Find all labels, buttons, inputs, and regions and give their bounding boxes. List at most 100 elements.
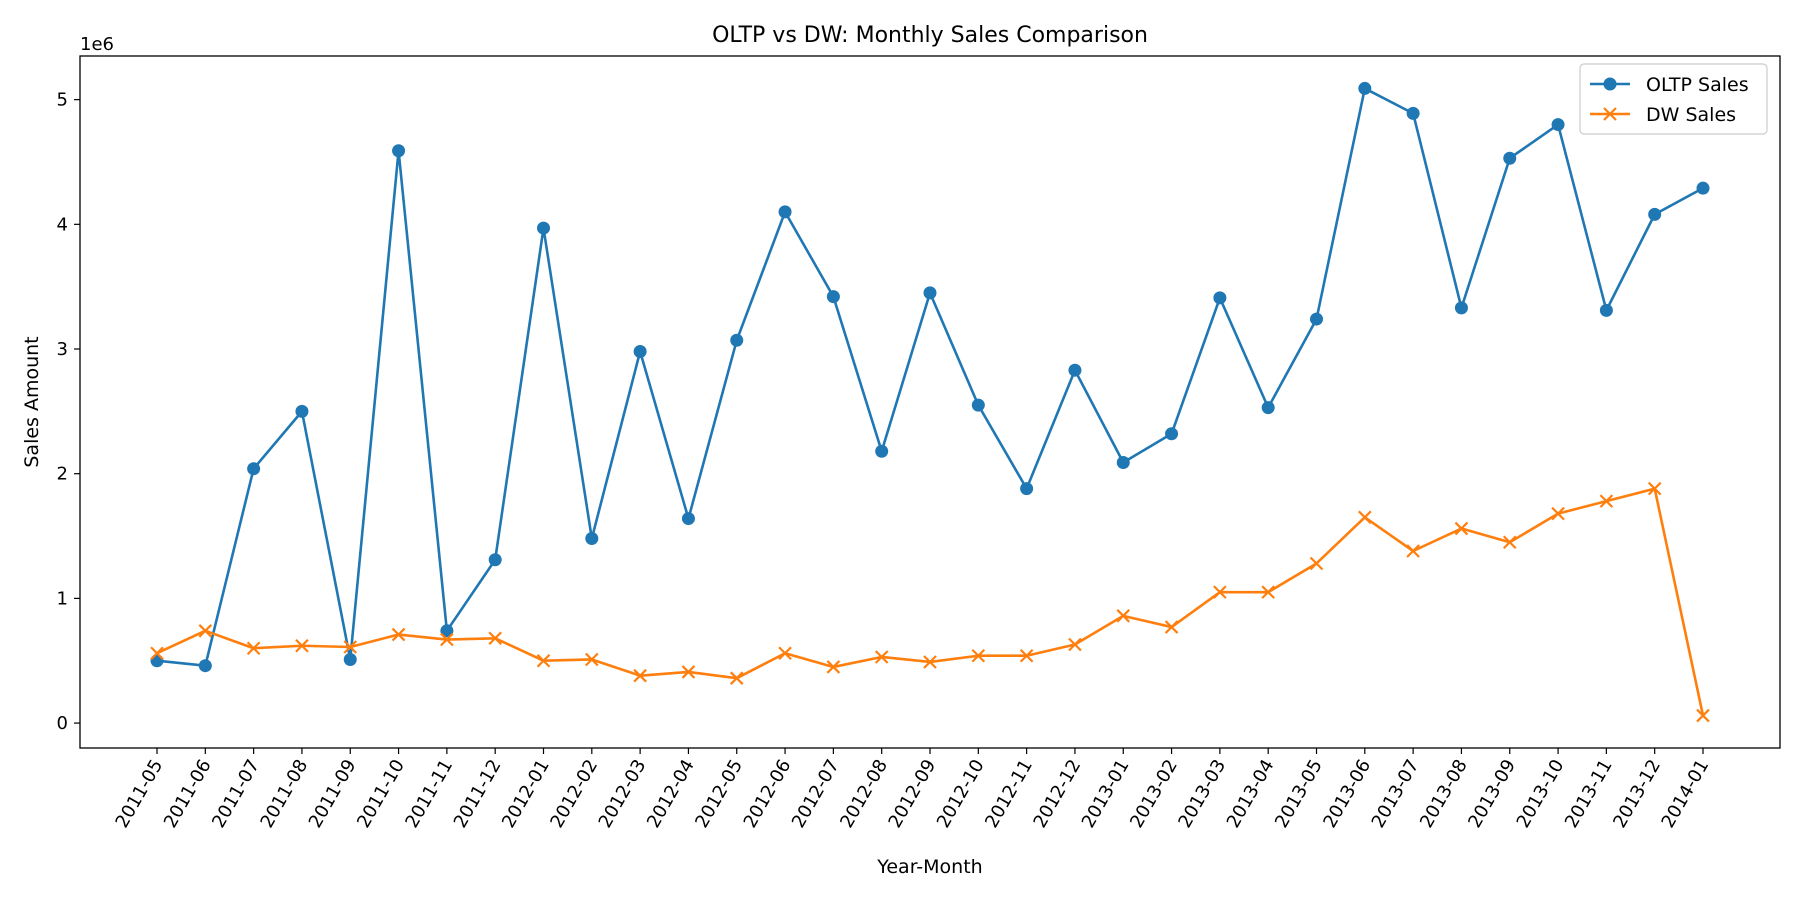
- data-point: [536, 653, 551, 668]
- data-point: [730, 333, 744, 347]
- x-tick-label: 2013-02: [1126, 756, 1182, 832]
- data-point: [1406, 106, 1420, 120]
- data-point: [1019, 648, 1034, 663]
- x-axis-ticks: 2011-052011-062011-072011-082011-092011-…: [112, 748, 1714, 832]
- data-point: [150, 646, 164, 661]
- data-point: [826, 290, 840, 304]
- data-point: [440, 624, 454, 638]
- y-tick-label: 3: [57, 339, 68, 360]
- x-tick-label: 2013-08: [1416, 756, 1472, 832]
- x-tick-label: 2011-09: [305, 756, 361, 832]
- data-point: [729, 671, 744, 685]
- y-tick-label: 4: [57, 214, 68, 235]
- data-point: [1696, 181, 1710, 195]
- series-line: [156, 87, 1704, 668]
- x-tick-label: 2013-06: [1319, 756, 1375, 832]
- x-tick-label: 2013-05: [1271, 756, 1327, 832]
- data-point: [585, 652, 599, 667]
- data-point: [1116, 609, 1131, 623]
- data-point: [1068, 637, 1082, 652]
- data-point: [1551, 506, 1565, 521]
- series-layer: [150, 81, 1710, 723]
- data-point: [1020, 482, 1034, 496]
- x-tick-label: 2012-02: [546, 756, 602, 832]
- y-axis-offset-label: 1e6: [80, 34, 114, 55]
- data-point: [874, 650, 889, 664]
- chart-title: OLTP vs DW: Monthly Sales Comparison: [712, 23, 1148, 48]
- data-point: [198, 624, 213, 638]
- data-point: [1599, 303, 1613, 317]
- data-point: [1551, 118, 1565, 132]
- legend: OLTP Sales DW Sales: [1579, 63, 1768, 135]
- series-dw-sales: [150, 481, 1710, 723]
- data-point: [633, 345, 647, 359]
- x-tick-label: 2011-07: [208, 756, 264, 832]
- x-tick-label: 2011-12: [450, 756, 506, 832]
- data-point: [1310, 312, 1323, 326]
- series-line: [156, 487, 1705, 716]
- x-tick-label: 2012-04: [643, 756, 699, 832]
- data-point: [488, 553, 502, 567]
- data-point: [1454, 301, 1468, 315]
- data-point: [826, 660, 841, 674]
- legend-label: OLTP Sales: [1646, 74, 1749, 96]
- data-point: [971, 398, 985, 412]
- data-point: [1503, 151, 1517, 165]
- data-point: [1261, 401, 1275, 415]
- data-point: [1454, 521, 1469, 536]
- data-point: [1358, 81, 1372, 95]
- data-point: [778, 646, 792, 661]
- x-tick-label: 2011-05: [112, 756, 168, 832]
- data-point: [295, 404, 309, 418]
- y-tick-label: 2: [57, 464, 68, 485]
- data-point: [1068, 363, 1082, 377]
- x-tick-label: 2011-06: [160, 756, 216, 832]
- data-point: [391, 627, 406, 642]
- x-tick-label: 2012-10: [933, 756, 989, 832]
- x-tick-label: 2013-09: [1464, 756, 1520, 832]
- y-tick-label: 5: [57, 90, 68, 111]
- data-point: [1309, 556, 1324, 571]
- data-point: [585, 532, 599, 546]
- x-tick-label: 2012-07: [788, 756, 844, 832]
- y-axis-ticks: 0 1 2 3 4 5: [57, 90, 80, 734]
- legend-marker: [1603, 107, 1617, 121]
- data-point: [440, 632, 454, 647]
- data-point: [343, 640, 358, 654]
- x-tick-label: 2012-08: [836, 756, 892, 832]
- data-point: [1164, 620, 1179, 634]
- data-point: [681, 665, 696, 679]
- data-point: [150, 654, 164, 668]
- data-point: [488, 631, 502, 646]
- data-point: [778, 205, 792, 219]
- data-point: [681, 512, 695, 526]
- x-tick-label: 2013-07: [1368, 756, 1424, 832]
- x-tick-label: 2012-03: [595, 756, 651, 832]
- legend-frame: [1579, 63, 1768, 135]
- x-tick-label: 2011-08: [256, 756, 312, 832]
- data-point: [1116, 455, 1130, 469]
- data-point: [247, 462, 261, 476]
- legend-item: DW Sales: [1590, 104, 1736, 126]
- data-point: [1406, 544, 1420, 558]
- x-tick-label: 2011-10: [353, 756, 409, 832]
- y-axis-title: Sales Amount: [21, 336, 43, 467]
- data-point: [1599, 494, 1614, 508]
- data-point: [1261, 585, 1275, 599]
- x-tick-label: 2012-12: [1029, 756, 1085, 832]
- plot-border: [79, 55, 1781, 749]
- data-point: [246, 641, 261, 656]
- x-tick-label: 2013-03: [1174, 756, 1230, 832]
- x-tick-label: 2014-01: [1658, 756, 1714, 832]
- x-tick-label: 2013-11: [1561, 756, 1617, 832]
- x-tick-label: 2013-04: [1223, 756, 1279, 832]
- data-point: [537, 221, 550, 235]
- x-tick-label: 2012-09: [885, 756, 941, 832]
- x-tick-label: 2012-11: [981, 756, 1037, 832]
- x-tick-label: 2012-05: [691, 756, 747, 832]
- x-tick-label: 2012-01: [498, 756, 554, 832]
- data-point: [1213, 585, 1227, 599]
- x-tick-label: 2013-12: [1609, 756, 1665, 832]
- data-point: [1648, 207, 1662, 221]
